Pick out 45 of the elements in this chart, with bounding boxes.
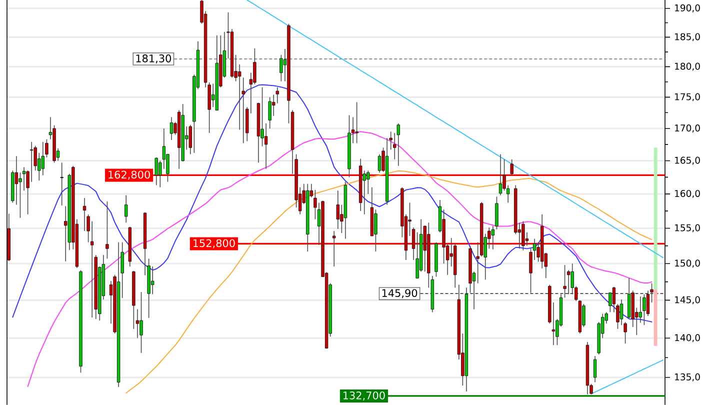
y-tick-label: 160,0 (675, 190, 700, 198)
candlestick (264, 122, 268, 170)
ref-line-label: 145,90 (382, 289, 418, 298)
y-tick-label: 170,0 (675, 124, 700, 132)
y-tick-label: 150,0 (675, 260, 700, 268)
candlestick (82, 198, 86, 232)
candlestick (396, 122, 400, 166)
y-tick-label: 145,0 (675, 296, 700, 304)
y-tick-label: 155,0 (675, 224, 700, 232)
y-tick-label: 135,0 (675, 373, 700, 382)
candlestick (60, 162, 64, 206)
candlestick (276, 86, 279, 104)
y-tick-label: 165,0 (675, 156, 700, 165)
candlestick (150, 266, 154, 295)
candlestick (188, 124, 192, 155)
y-tick-label: 185,0 (675, 33, 700, 42)
ref-line-label: 132,700 (343, 391, 385, 400)
y-tick-label: 180,0 (675, 62, 700, 71)
candlestick (355, 102, 358, 144)
candlestick (374, 209, 378, 252)
candlestick (170, 116, 174, 140)
candlestick (378, 154, 382, 173)
y-tick-label: 175,0 (675, 93, 700, 102)
ref-line-label: 181,30 (136, 54, 172, 64)
candlestick (332, 230, 336, 267)
candlestick (136, 308, 140, 339)
candlestick (238, 64, 242, 130)
candlestick (106, 201, 109, 260)
candlestick (154, 157, 158, 186)
candlestick (510, 158, 514, 176)
ref-line-label: 162,800 (108, 170, 150, 180)
candlestick (498, 154, 502, 196)
candlestick (268, 96, 272, 129)
candlestick (124, 194, 128, 224)
candlestick (14, 156, 18, 206)
y-tick-label: 140,0 (675, 334, 700, 342)
candlestick (522, 220, 525, 251)
candlestick (140, 292, 143, 354)
candlestick (336, 190, 340, 230)
candlestick (22, 166, 26, 192)
y-tick-label: 190,0 (675, 4, 700, 12)
candlestick (638, 296, 642, 324)
ref-line-label: 152,800 (193, 239, 235, 248)
candlestick (642, 294, 646, 326)
candlestick (593, 356, 597, 383)
